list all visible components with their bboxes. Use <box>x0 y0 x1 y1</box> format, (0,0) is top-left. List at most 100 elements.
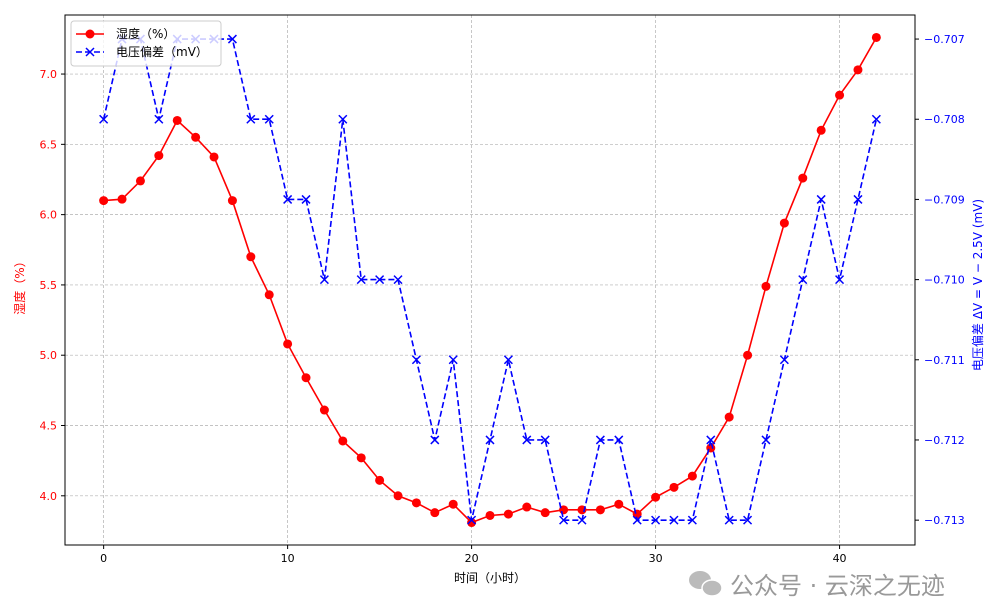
x-marker-stroke <box>356 275 366 285</box>
data-point <box>154 114 164 124</box>
y-right-tick-label: −0.708 <box>924 113 965 126</box>
series-humidity <box>99 32 881 528</box>
data-point <box>743 515 753 525</box>
x-marker-stroke <box>779 355 789 365</box>
y-right-tick-label: −0.712 <box>924 434 965 447</box>
y-left-axis-label: 湿度（%） <box>12 255 27 314</box>
data-point <box>338 436 348 446</box>
data-point <box>743 350 753 360</box>
legend-entry: 湿度（%） <box>76 26 175 41</box>
data-point <box>540 508 550 518</box>
wechat-icon <box>689 571 723 597</box>
x-marker-stroke <box>835 275 845 285</box>
data-point <box>319 405 329 415</box>
data-point <box>853 194 863 204</box>
data-point <box>85 29 95 39</box>
data-point <box>798 173 808 183</box>
x-marker-stroke <box>246 114 256 124</box>
x-marker-stroke <box>614 435 624 445</box>
data-point <box>430 508 440 518</box>
data-point <box>853 65 863 75</box>
data-point <box>467 515 477 525</box>
x-marker-stroke <box>669 515 679 525</box>
series-layer <box>99 32 881 528</box>
plot-frame <box>64 14 916 546</box>
data-point <box>448 355 458 365</box>
x-axis-label: 时间（小时） <box>454 571 526 585</box>
data-point <box>577 515 587 525</box>
data-point <box>338 114 348 124</box>
x-marker-stroke <box>559 515 569 525</box>
data-point <box>154 151 164 161</box>
data-point <box>559 515 569 525</box>
data-point <box>871 114 881 124</box>
data-point <box>651 492 661 502</box>
y-left-tick-label: 6.0 <box>40 209 58 222</box>
data-point <box>687 471 697 481</box>
data-point <box>669 482 679 492</box>
data-point <box>301 194 311 204</box>
x-tick-label: 20 <box>465 552 479 565</box>
ticks: 0 10 20 30 40 4.0 4.5 5.0 5.5 6.0 6.5 7.0 −0.713 −0.7… <box>40 33 965 565</box>
x-marker-stroke <box>301 194 311 204</box>
y-right-axis-label: 电压偏差 ΔV = V − 2.5V (mV) <box>970 199 985 371</box>
x-marker-stroke <box>853 194 863 204</box>
x-marker-stroke <box>651 515 661 525</box>
y-left-tick-label: 5.0 <box>40 349 58 362</box>
data-point <box>595 435 605 445</box>
data-point <box>614 435 624 445</box>
x-marker-stroke <box>871 114 881 124</box>
x-marker-stroke <box>154 114 164 124</box>
data-point <box>99 114 109 124</box>
x-marker-stroke <box>503 355 513 365</box>
x-marker-stroke <box>393 275 403 285</box>
x-tick-label: 10 <box>281 552 295 565</box>
x-marker-stroke <box>85 47 95 57</box>
data-point <box>283 339 293 349</box>
data-point <box>522 502 532 512</box>
x-marker-stroke <box>99 114 109 124</box>
y-right-tick-label: −0.709 <box>924 193 965 206</box>
legend: 湿度（%） 电压偏差（mV） <box>70 20 222 67</box>
data-point <box>724 412 734 422</box>
data-point <box>816 125 826 135</box>
x-tick-label: 30 <box>649 552 663 565</box>
y-left-tick-label: 5.5 <box>40 279 58 292</box>
y-left-tick-label: 4.5 <box>40 420 58 433</box>
data-point <box>485 510 495 520</box>
data-point <box>669 515 679 525</box>
x-marker-stroke <box>724 515 734 525</box>
data-point <box>503 509 513 519</box>
data-point <box>264 114 274 124</box>
data-point <box>448 499 458 509</box>
data-point <box>430 435 440 445</box>
data-point <box>172 115 182 125</box>
x-marker-stroke <box>430 435 440 445</box>
data-point <box>85 47 95 57</box>
data-point <box>779 218 789 228</box>
data-point <box>99 196 109 206</box>
x-marker-stroke <box>540 435 550 445</box>
data-point <box>209 152 219 162</box>
data-point <box>632 515 642 525</box>
data-point <box>724 515 734 525</box>
legend-box <box>70 20 222 67</box>
watermark-text: 公众号 · 云深之无迹 <box>730 572 945 600</box>
x-marker-stroke <box>264 114 274 124</box>
y-right-tick-label: −0.710 <box>924 274 965 287</box>
x-marker-stroke <box>319 275 329 285</box>
data-point <box>246 252 256 262</box>
data-point <box>835 275 845 285</box>
data-point <box>264 290 274 300</box>
legend-label: 电压偏差（mV） <box>116 44 208 59</box>
series-line <box>103 37 878 524</box>
x-marker-stroke <box>467 515 477 525</box>
x-marker-stroke <box>338 114 348 124</box>
data-point <box>835 90 845 100</box>
series-line <box>102 38 878 521</box>
grid <box>65 15 915 545</box>
data-point <box>522 435 532 445</box>
x-marker-stroke <box>283 194 293 204</box>
data-point <box>356 453 366 463</box>
data-point <box>246 114 256 124</box>
